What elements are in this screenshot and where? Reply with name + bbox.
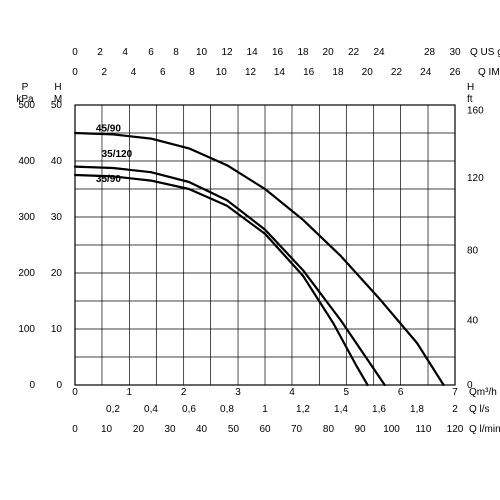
svg-text:8: 8 <box>173 47 179 58</box>
svg-text:2: 2 <box>101 67 107 78</box>
svg-text:200: 200 <box>18 268 35 279</box>
svg-text:0,8: 0,8 <box>220 404 234 415</box>
svg-text:14: 14 <box>247 47 259 58</box>
svg-text:24: 24 <box>420 67 432 78</box>
svg-text:5: 5 <box>344 387 350 398</box>
svg-text:14: 14 <box>274 67 286 78</box>
svg-text:10: 10 <box>101 424 113 435</box>
svg-text:H: H <box>467 82 474 93</box>
svg-text:20: 20 <box>362 67 374 78</box>
svg-text:Q l/s: Q l/s <box>469 404 490 415</box>
svg-text:70: 70 <box>291 424 303 435</box>
svg-text:0: 0 <box>56 380 62 391</box>
svg-text:0: 0 <box>72 47 78 58</box>
svg-text:400: 400 <box>18 156 35 167</box>
svg-text:120: 120 <box>467 173 484 184</box>
svg-text:24: 24 <box>373 47 385 58</box>
svg-text:ft: ft <box>467 94 473 105</box>
svg-text:0: 0 <box>72 67 78 78</box>
svg-text:Q IMPS gpm: Q IMPS gpm <box>478 67 500 78</box>
svg-text:1,6: 1,6 <box>372 404 386 415</box>
svg-text:Qm³/h: Qm³/h <box>469 387 497 398</box>
svg-text:30: 30 <box>51 212 63 223</box>
svg-text:6: 6 <box>398 387 404 398</box>
svg-text:2: 2 <box>97 47 103 58</box>
svg-text:110: 110 <box>415 424 431 435</box>
svg-text:100: 100 <box>18 324 35 335</box>
svg-text:22: 22 <box>391 67 403 78</box>
svg-text:40: 40 <box>51 156 63 167</box>
svg-text:40: 40 <box>196 424 208 435</box>
svg-text:P: P <box>22 82 29 93</box>
svg-text:45/90: 45/90 <box>96 124 121 135</box>
svg-text:10: 10 <box>196 47 208 58</box>
svg-text:6: 6 <box>160 67 166 78</box>
svg-text:18: 18 <box>297 47 309 58</box>
svg-text:120: 120 <box>447 424 464 435</box>
svg-text:500: 500 <box>18 100 35 111</box>
pump-curve-chart: 0246810121416182022242830Q US gpm0246810… <box>0 0 500 500</box>
chart-svg: 0246810121416182022242830Q US gpm0246810… <box>0 0 500 500</box>
svg-text:10: 10 <box>216 67 228 78</box>
svg-text:22: 22 <box>348 47 360 58</box>
svg-text:16: 16 <box>272 47 284 58</box>
svg-text:20: 20 <box>51 268 63 279</box>
svg-text:80: 80 <box>467 246 479 257</box>
svg-text:100: 100 <box>383 424 400 435</box>
svg-text:0,4: 0,4 <box>144 404 158 415</box>
svg-text:1: 1 <box>262 404 268 415</box>
svg-text:12: 12 <box>221 47 233 58</box>
svg-text:0: 0 <box>72 387 78 398</box>
svg-text:300: 300 <box>18 212 35 223</box>
svg-text:0: 0 <box>29 380 35 391</box>
svg-text:35/90: 35/90 <box>96 174 121 185</box>
svg-text:7: 7 <box>452 387 458 398</box>
svg-text:30: 30 <box>449 47 461 58</box>
svg-text:1: 1 <box>127 387 133 398</box>
svg-text:60: 60 <box>259 424 271 435</box>
svg-text:6: 6 <box>148 47 154 58</box>
svg-text:26: 26 <box>449 67 461 78</box>
svg-text:0,6: 0,6 <box>182 404 196 415</box>
svg-text:Q l/min: Q l/min <box>469 424 500 435</box>
svg-text:12: 12 <box>245 67 257 78</box>
svg-text:4: 4 <box>131 67 137 78</box>
svg-text:160: 160 <box>467 106 484 117</box>
svg-text:40: 40 <box>467 316 479 327</box>
svg-text:1,4: 1,4 <box>334 404 348 415</box>
svg-text:28: 28 <box>424 47 436 58</box>
svg-text:90: 90 <box>354 424 366 435</box>
svg-text:20: 20 <box>133 424 145 435</box>
svg-text:30: 30 <box>164 424 176 435</box>
svg-text:35/120: 35/120 <box>102 149 133 160</box>
svg-text:8: 8 <box>189 67 195 78</box>
svg-text:16: 16 <box>303 67 315 78</box>
svg-text:3: 3 <box>235 387 241 398</box>
svg-text:4: 4 <box>289 387 295 398</box>
svg-text:1,8: 1,8 <box>410 404 424 415</box>
svg-text:2: 2 <box>181 387 187 398</box>
svg-text:0: 0 <box>72 424 78 435</box>
svg-text:4: 4 <box>122 47 128 58</box>
svg-text:H: H <box>54 82 61 93</box>
svg-text:50: 50 <box>51 100 63 111</box>
svg-text:20: 20 <box>323 47 335 58</box>
svg-text:50: 50 <box>228 424 240 435</box>
svg-text:0,2: 0,2 <box>106 404 120 415</box>
svg-text:1,2: 1,2 <box>296 404 310 415</box>
svg-text:10: 10 <box>51 324 63 335</box>
svg-text:18: 18 <box>332 67 344 78</box>
svg-text:Q US gpm: Q US gpm <box>470 47 500 58</box>
svg-text:80: 80 <box>323 424 335 435</box>
svg-text:2: 2 <box>452 404 458 415</box>
